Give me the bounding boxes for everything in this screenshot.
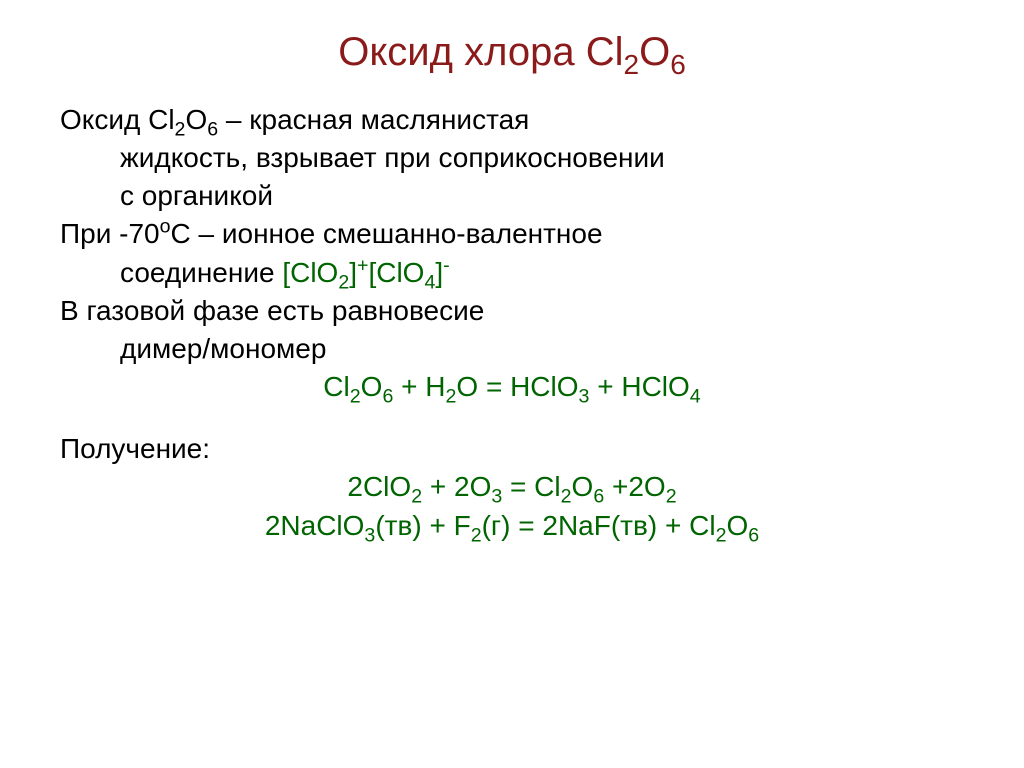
eq3-a: 2NaClO [265,510,365,541]
p1-s3: – красная маслянистая [218,104,529,135]
para-1: Оксид Cl2O6 – красная маслянистая [60,103,964,137]
eq2-a-sub: 2 [411,486,422,508]
eq1-d-sub: 3 [579,386,590,408]
eq3-a-sub: 3 [364,524,375,546]
eq2-b-sub: 3 [491,486,502,508]
p2-cf2sup: + [357,254,368,276]
eq2-a: 2ClO [347,471,411,502]
equation-3: 2NaClO3(тв) + F2(г) = 2NaF(тв) + Cl2O6 [60,509,964,543]
para-3: В газовой фазе есть равновесие [60,294,964,328]
equation-1: Cl2O6 + H2O = HClO3 + HClO4 [60,370,964,404]
eq1-e: + HClO [589,371,689,402]
p2-sup1: o [160,216,171,238]
title-sub-2: 6 [670,49,686,80]
body: Оксид Cl2O6 – красная маслянистая жидкос… [60,103,964,543]
eq1-d: O = HClO [456,371,578,402]
p1-s1: Оксид Cl [60,104,175,135]
eq1-c: + H [393,371,445,402]
p2-formula: [ClO2]+[ClO4]- [282,257,449,288]
slide-title: Оксид хлора Cl2O6 [338,30,686,74]
para-1-line3: с органикой [60,179,964,213]
eq1-a-sub: 2 [350,386,361,408]
eq2-d-sub: 6 [593,486,604,508]
eq1-e-sub: 4 [690,386,701,408]
eq2-c-sub: 2 [561,486,572,508]
eq2-e-sub: 2 [666,486,677,508]
p2-cf3: [ClO [368,257,424,288]
eq3-b: (тв) + F [375,510,470,541]
p1-s2: O [185,104,207,135]
eq3-c: (г) = 2NaF(тв) + Cl [482,510,716,541]
para-3-line2: димер/мономер [60,332,964,366]
title-sub-1: 2 [624,49,640,80]
p1-sub2: 6 [207,119,218,141]
p2-line2a: соединение [120,257,282,288]
eq1-b: O [361,371,383,402]
slide: Оксид хлора Cl2O6 Оксид Cl2O6 – красная … [0,0,1024,768]
para-2: При -70oC – ионное смешанно-валентное [60,217,964,251]
p2-cf3sub: 4 [424,271,435,293]
p2-cf1sub: 2 [338,271,349,293]
eq1-c-sub: 2 [445,386,456,408]
title-text-2: O [639,30,670,74]
eq2-b: + 2O [422,471,491,502]
eq3-d-sub: 6 [748,524,759,546]
eq2-e: +2O [604,471,665,502]
eq1-b-sub: 6 [382,386,393,408]
p2-cf2: ] [349,257,357,288]
eq2-c: = Cl [502,471,560,502]
eq3-b-sub: 2 [471,524,482,546]
section-2-label: Получение: [60,432,964,466]
p1-sub1: 2 [175,119,186,141]
p2-s1: При -70 [60,218,160,249]
title-container: Оксид хлора Cl2O6 [60,30,964,75]
para-2-line2: соединение [ClO2]+[ClO4]- [60,256,964,290]
equation-2: 2ClO2 + 2O3 = Cl2O6 +2O2 [60,470,964,504]
title-text-1: Оксид хлора Cl [338,30,623,74]
eq2-d: O [572,471,594,502]
p2-cf4: ] [435,257,443,288]
p2-s2: C – ионное смешанно-валентное [171,218,603,249]
para-1-line2: жидкость, взрывает при соприкосновении [60,141,964,175]
eq3-c-sub: 2 [716,524,727,546]
p2-cf1: [ClO [282,257,338,288]
eq3-d: O [726,510,748,541]
eq1-a: Cl [323,371,349,402]
p2-cf4sup: - [443,254,450,276]
